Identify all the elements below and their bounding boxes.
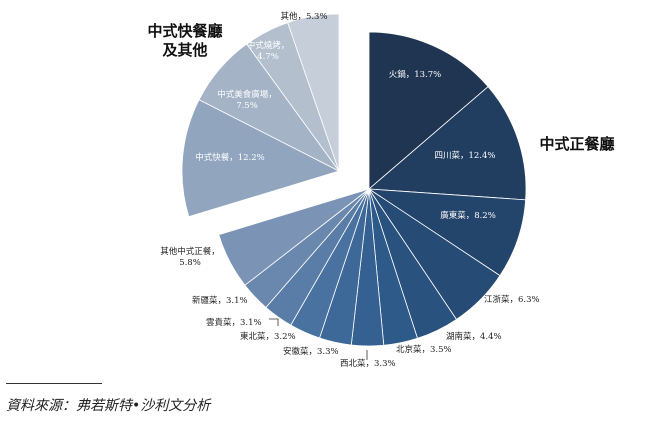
leader-line — [269, 318, 279, 326]
slice-label: 火鍋，13.7% — [389, 69, 442, 80]
slice-label: 中式燒烤， 4.7% — [247, 40, 290, 62]
slice-label: 江浙菜，6.3% — [484, 294, 540, 305]
slice-label: 中式美食廣場， 7.5% — [217, 89, 277, 111]
pie-slice — [368, 31, 489, 190]
slice-label: 安徽菜，3.3% — [283, 346, 339, 357]
slice-label: 四川菜，12.4% — [434, 150, 495, 161]
slice-label: 中式快餐，12.2% — [195, 152, 265, 163]
pie-slice — [218, 188, 370, 286]
pie-slice — [287, 13, 340, 172]
slice-label: 北京菜，3.5% — [396, 344, 452, 355]
slice-label: 東北菜，3.2% — [240, 331, 296, 342]
group-label-other: 及其他 — [162, 41, 207, 59]
slice-label: 其他中式正餐， 5.8% — [160, 246, 220, 268]
source-divider — [6, 383, 102, 384]
slice-label: 雲貴菜，3.1% — [206, 317, 262, 328]
slice-label: 新疆菜，3.1% — [192, 295, 248, 306]
group-label-main: 中式正餐廳 — [539, 135, 614, 153]
source-note: 資料來源：弗若斯特•沙利文分析 — [6, 398, 211, 414]
slice-label: 湖南菜，4.4% — [446, 331, 502, 342]
slice-label: 西北菜，3.3% — [340, 358, 396, 369]
pie-slice — [368, 86, 527, 201]
pie-slice — [181, 99, 341, 218]
slice-label: 廣東菜，8.2% — [440, 210, 496, 221]
group-label-other: 中式快餐廳 — [147, 22, 222, 40]
slice-label: 其他，5.3% — [280, 11, 327, 22]
